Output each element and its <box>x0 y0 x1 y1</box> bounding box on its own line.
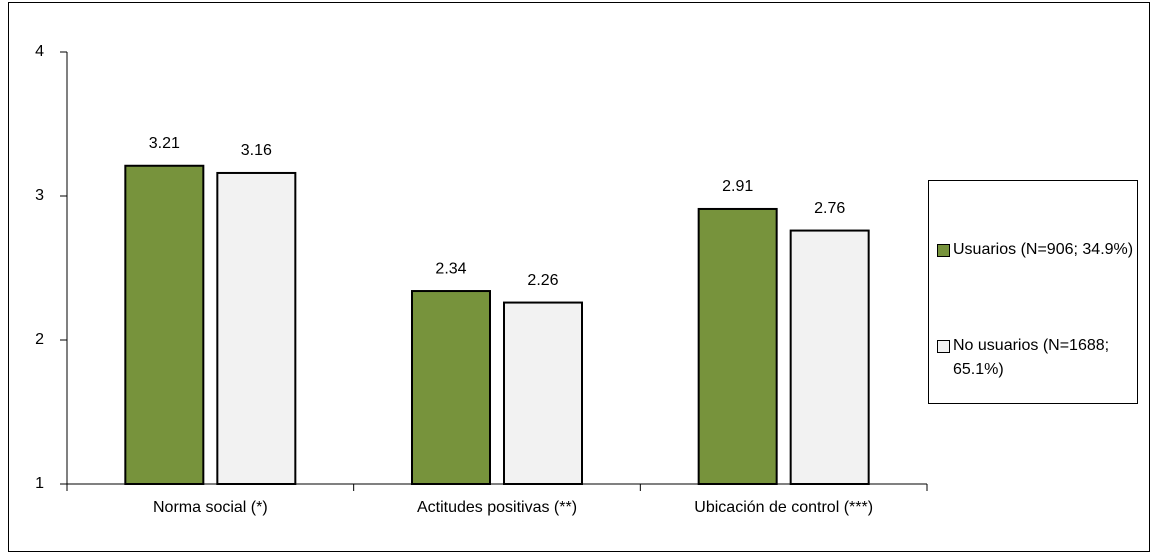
y-tick-label: 2 <box>35 331 44 348</box>
y-tick-label: 3 <box>35 187 44 204</box>
bar <box>789 229 870 485</box>
bar <box>216 171 297 486</box>
legend-item: Usuarios (N=906; 34.9%) <box>937 238 1149 262</box>
bar <box>124 164 205 485</box>
y-tick-label: 4 <box>35 43 44 60</box>
value-label: 3.16 <box>241 142 272 159</box>
x-tick-label: Ubicación de control (***) <box>694 499 873 516</box>
legend: Usuarios (N=906; 34.9%) No usuarios (N=16… <box>928 180 1138 404</box>
x-tick-label: Actitudes positivas (**) <box>417 499 577 516</box>
value-label: 2.26 <box>527 272 558 289</box>
legend-swatch <box>937 340 950 353</box>
x-tick-label: Norma social (*) <box>153 499 268 516</box>
value-label: 2.76 <box>814 200 845 217</box>
legend-label: No usuarios (N=1688; 65.1%) <box>953 337 1110 378</box>
legend-label: Usuarios (N=906; 34.9%) <box>953 241 1134 258</box>
legend-swatch <box>937 244 950 257</box>
value-label: 3.21 <box>149 135 180 152</box>
bar <box>411 290 491 486</box>
legend-item: No usuarios (N=1688; 65.1%) <box>937 334 1149 382</box>
bar <box>697 207 778 486</box>
value-label: 2.91 <box>722 178 753 195</box>
y-tick-label: 1 <box>35 475 44 492</box>
bar <box>503 301 583 485</box>
value-label: 2.34 <box>435 260 466 277</box>
